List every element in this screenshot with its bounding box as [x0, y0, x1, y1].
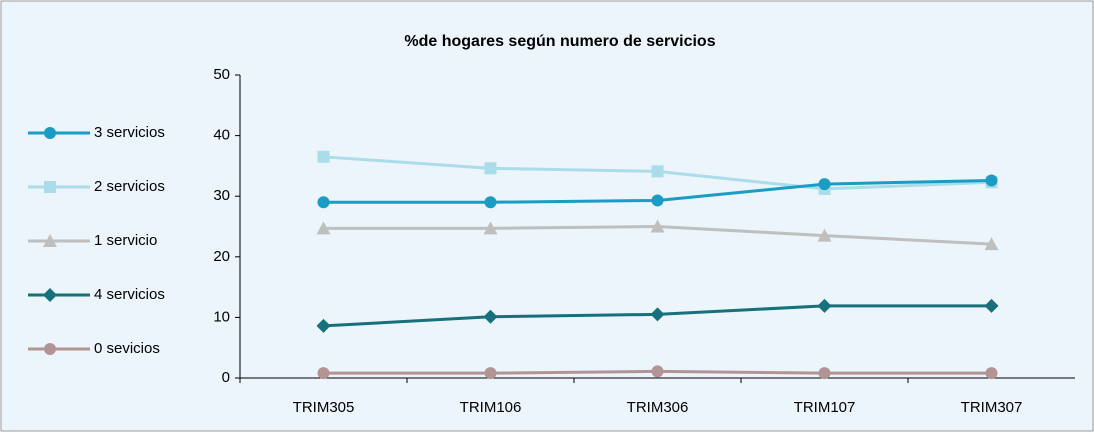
x-tick-label: TRIM306 — [627, 399, 689, 416]
marker — [484, 162, 497, 175]
y-tick-label: 40 — [213, 127, 230, 144]
x-tick-label: TRIM305 — [293, 399, 355, 416]
marker — [817, 298, 832, 313]
x-tick-label: TRIM107 — [794, 399, 856, 416]
y-tick-label: 0 — [222, 369, 230, 386]
marker — [316, 221, 331, 235]
marker — [984, 237, 999, 251]
marker — [44, 181, 56, 193]
marker — [44, 127, 56, 139]
marker — [43, 234, 57, 247]
legend-label: 4 servicios — [94, 286, 165, 303]
legend-label: 1 servicio — [94, 232, 157, 249]
marker — [651, 165, 664, 178]
marker — [984, 298, 999, 313]
y-tick-label: 10 — [213, 308, 230, 325]
marker — [650, 307, 665, 322]
marker — [651, 194, 664, 207]
marker — [817, 228, 832, 242]
marker — [44, 343, 56, 355]
marker — [484, 196, 497, 209]
marker — [483, 309, 498, 324]
marker — [651, 365, 664, 378]
x-tick-label: TRIM106 — [460, 399, 522, 416]
marker — [316, 318, 331, 333]
y-tick-label: 30 — [213, 187, 230, 204]
marker — [484, 367, 497, 380]
y-tick-label: 50 — [213, 66, 230, 83]
marker — [317, 196, 330, 209]
x-tick-label: TRIM307 — [961, 399, 1023, 416]
marker — [483, 221, 498, 235]
marker — [317, 150, 330, 163]
legend-label: 3 servicios — [94, 124, 165, 141]
legend-label: 2 servicios — [94, 178, 165, 195]
marker — [818, 367, 831, 380]
marker — [43, 288, 57, 302]
marker — [985, 174, 998, 187]
marker — [818, 178, 831, 191]
chart-title: %de hogares según numero de servicios — [404, 33, 715, 50]
marker — [985, 367, 998, 380]
marker — [317, 367, 330, 380]
y-tick-label: 20 — [213, 248, 230, 265]
marker — [650, 219, 665, 233]
legend-label: 0 sevicios — [94, 340, 160, 357]
